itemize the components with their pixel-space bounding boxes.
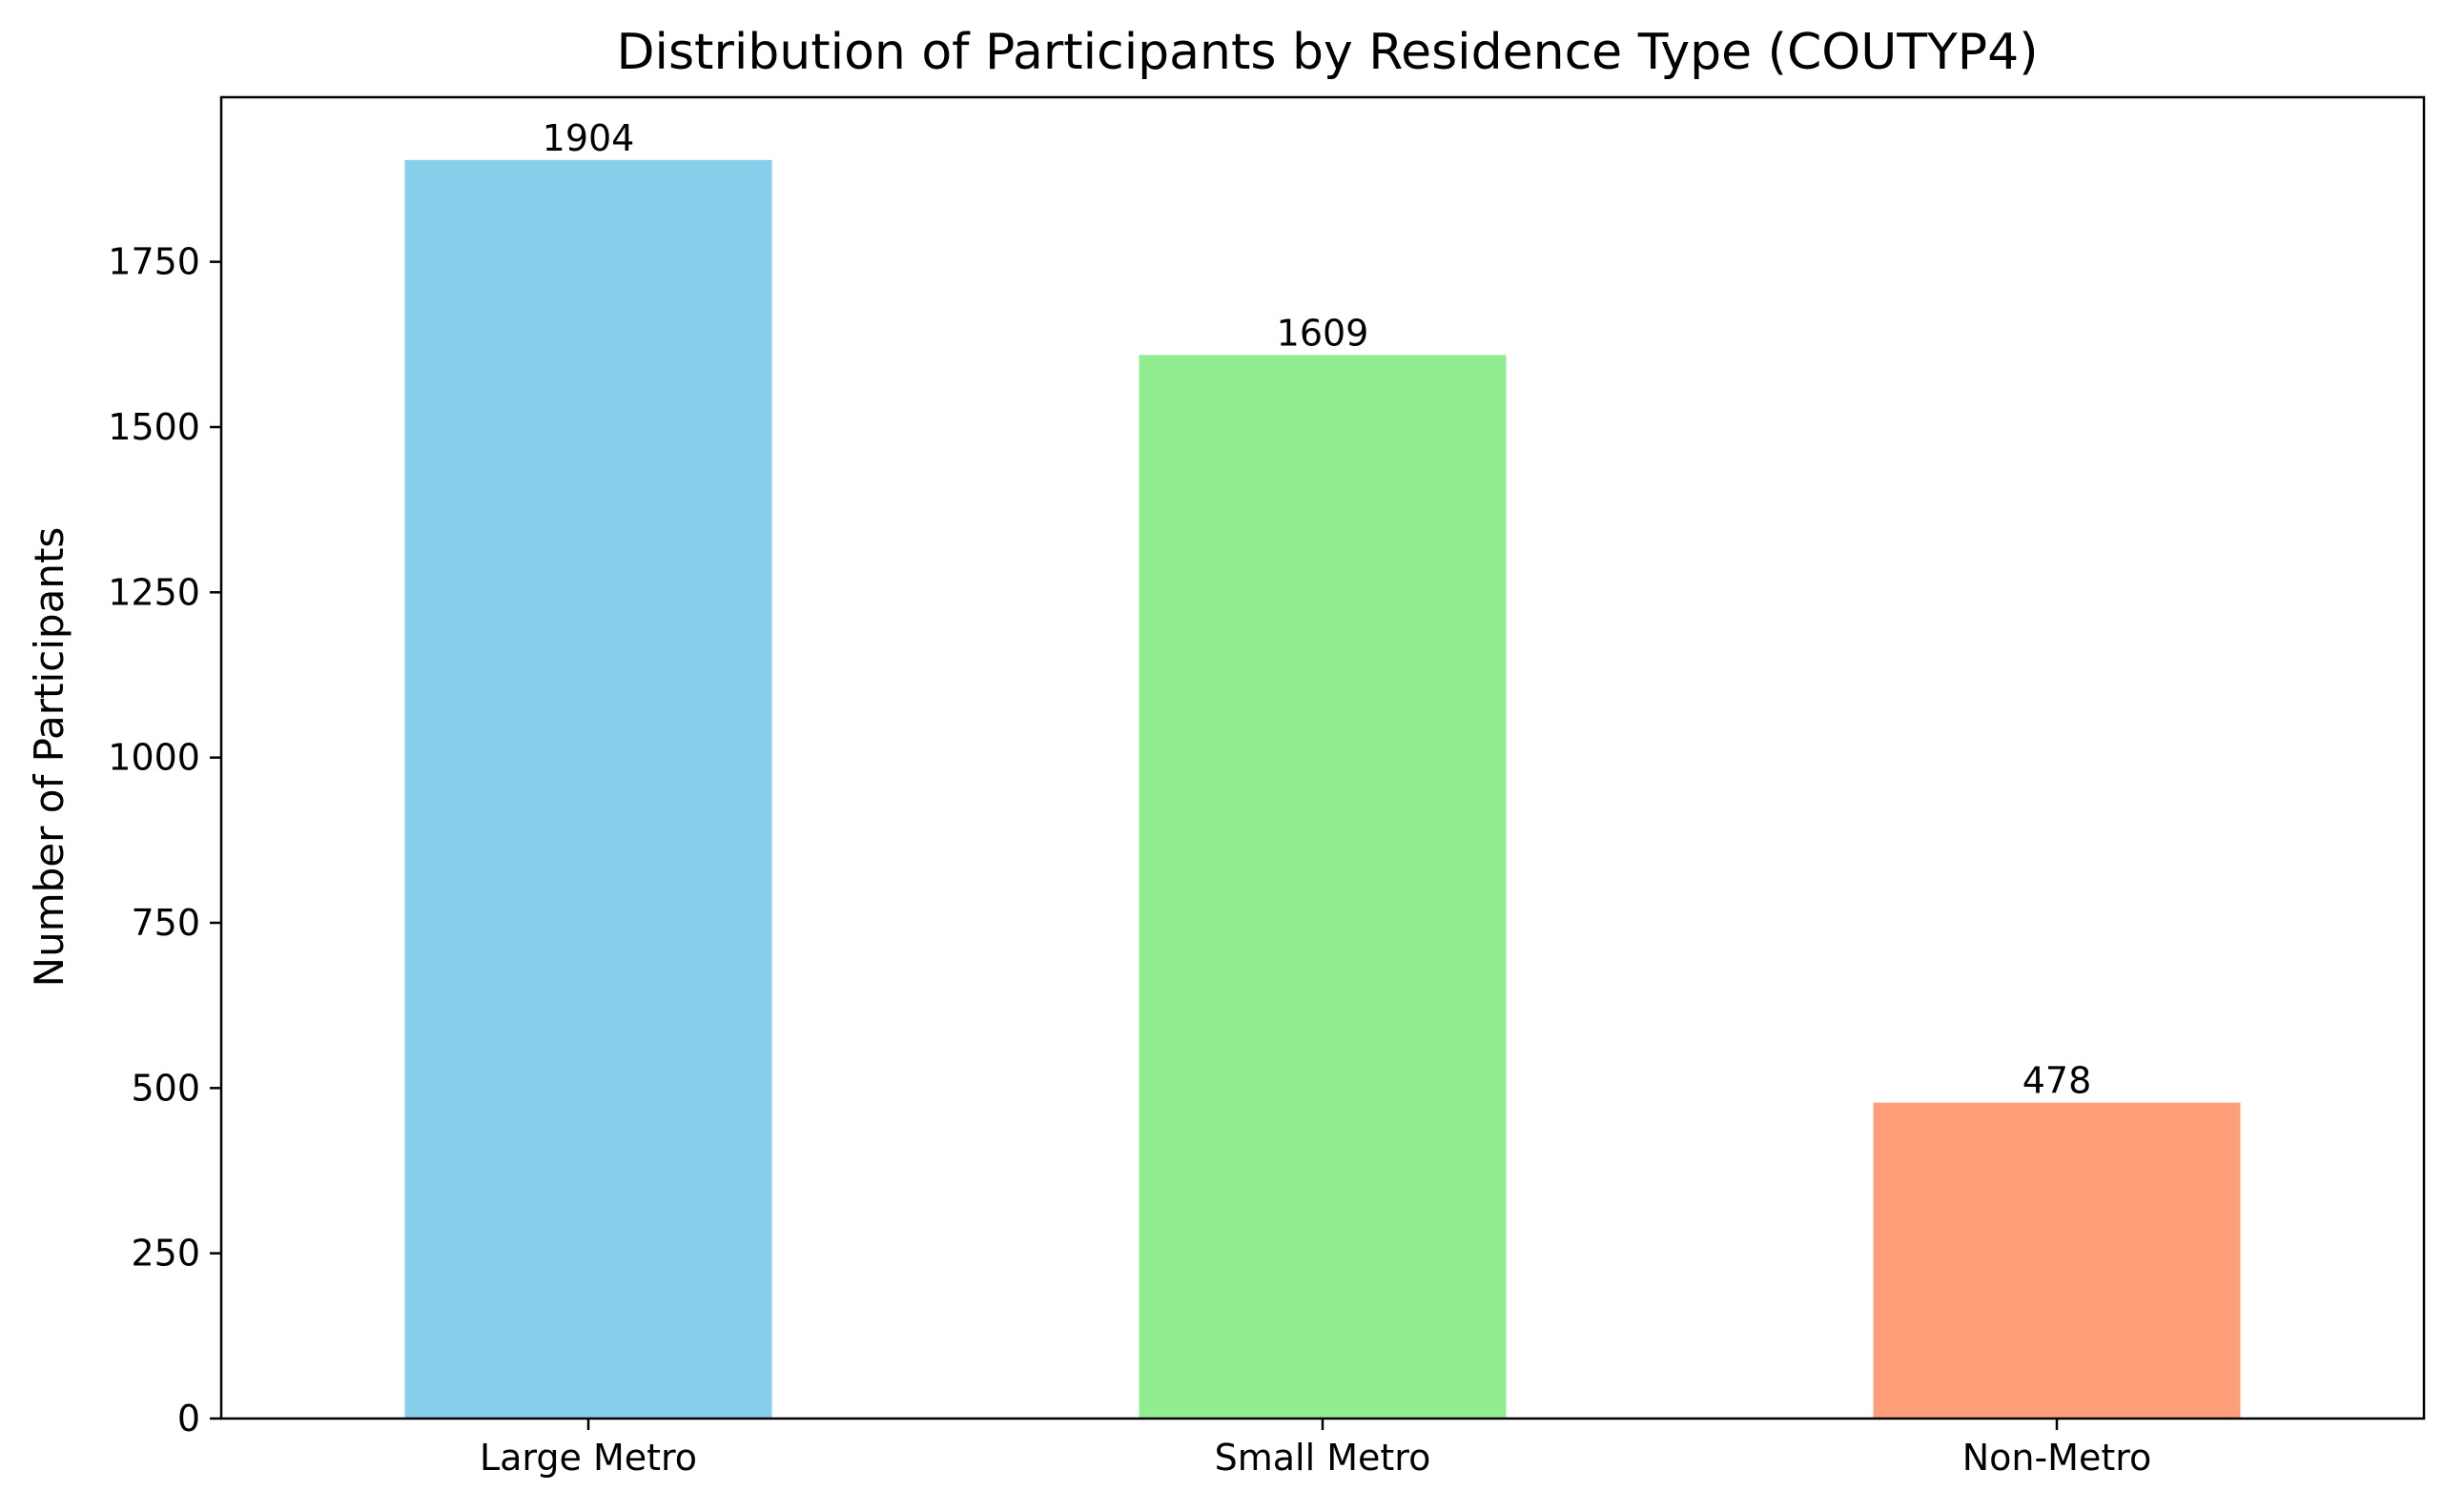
y-tick-label: 1000 bbox=[108, 737, 200, 779]
plot-frame bbox=[219, 95, 2426, 1420]
y-tick-label: 1750 bbox=[108, 241, 200, 283]
y-tick-label: 1250 bbox=[108, 571, 200, 613]
y-axis-label: Number of Participants bbox=[26, 527, 72, 988]
data-label: 478 bbox=[2023, 1060, 2092, 1102]
data-label: 1904 bbox=[543, 117, 635, 159]
data-label: 1609 bbox=[1277, 312, 1369, 354]
x-tick-label: Small Metro bbox=[1215, 1437, 1431, 1479]
y-tick-label: 1500 bbox=[108, 406, 200, 448]
bars-group bbox=[404, 159, 2241, 1419]
y-tick-label: 750 bbox=[131, 902, 200, 944]
data-labels-group: 1904 1609 478 bbox=[543, 117, 2092, 1102]
bar-small-metro bbox=[1139, 355, 1507, 1419]
x-axis: Large Metro Small Metro Non-Metro bbox=[480, 1419, 2151, 1479]
chart-title: Distribution of Participants by Residenc… bbox=[616, 24, 2038, 81]
y-tick-label: 0 bbox=[177, 1398, 200, 1440]
y-axis: 0 250 500 750 1000 1250 1500 1750 bbox=[108, 241, 221, 1440]
x-tick-label: Non-Metro bbox=[1962, 1437, 2152, 1479]
bar-large-metro bbox=[404, 159, 772, 1419]
y-tick-label: 500 bbox=[131, 1067, 200, 1109]
x-tick-label: Large Metro bbox=[480, 1437, 697, 1479]
y-tick-label: 250 bbox=[131, 1233, 200, 1275]
bar-non-metro bbox=[1873, 1102, 2241, 1419]
